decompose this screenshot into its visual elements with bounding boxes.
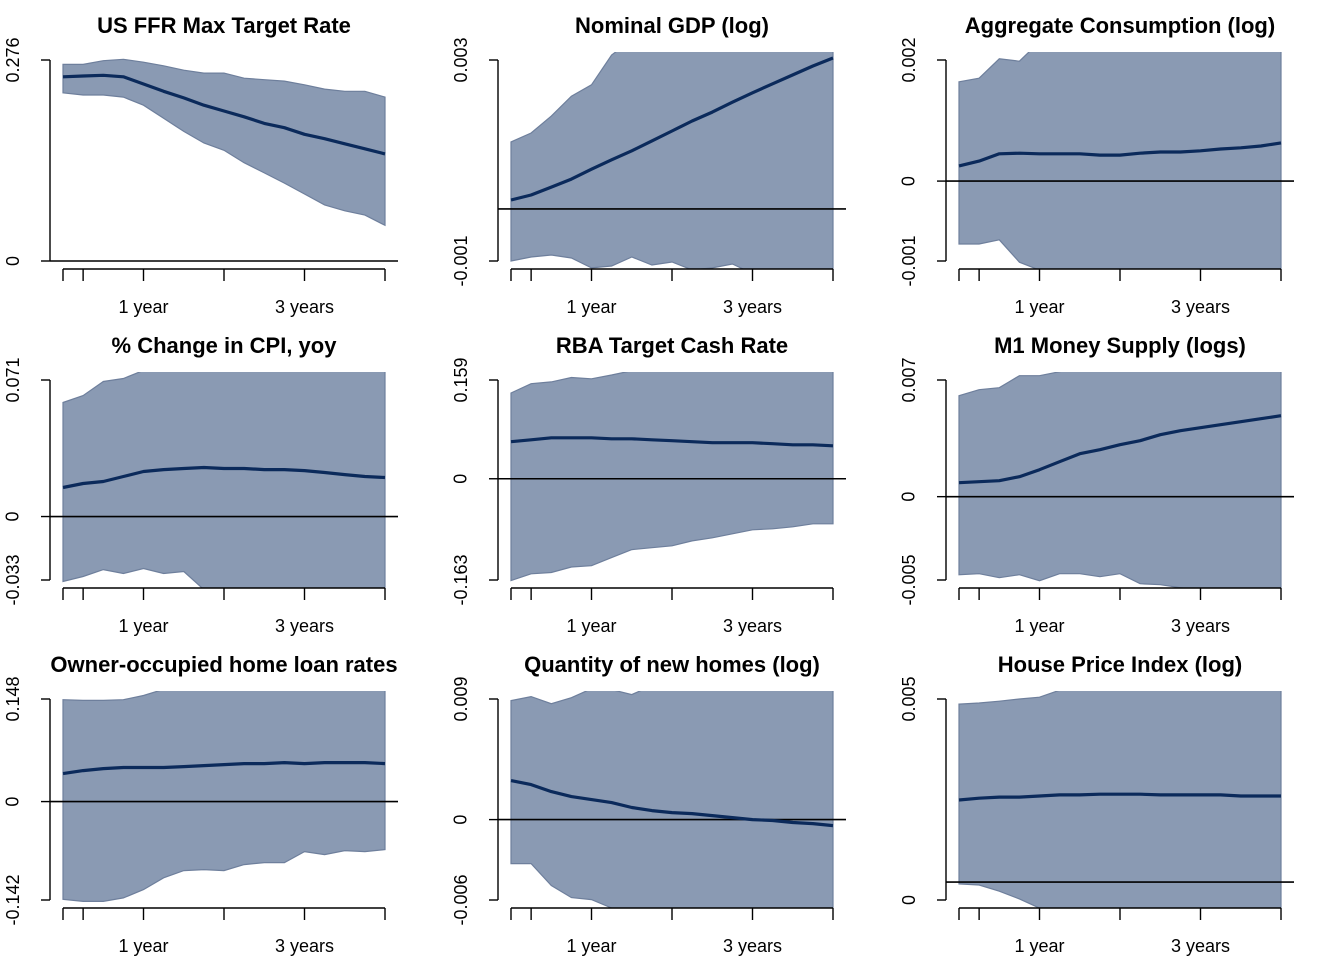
panel: US FFR Max Target Rate 0 0.276 1 year 3 year… (3, 13, 398, 317)
irf-line (958, 792, 1281, 802)
x-tick-label: 1 year (566, 936, 616, 956)
panel-title: Nominal GDP (log) (575, 13, 769, 38)
panel-title: Quantity of new homes (log) (524, 652, 820, 677)
irf-line (62, 761, 386, 776)
y-tick-label: -0.006 (451, 874, 471, 925)
confidence-band (958, 691, 1282, 908)
y-tick-label: -0.163 (451, 554, 471, 605)
confidence-band (958, 52, 1282, 269)
y-tick-label: 0.007 (899, 357, 919, 402)
y-tick-label: 0.005 (899, 676, 919, 721)
x-tick-label: 3 years (723, 936, 782, 956)
panel-title: Owner-occupied home loan rates (50, 652, 397, 677)
panel-title: RBA Target Cash Rate (556, 333, 788, 358)
panel-title: % Change in CPI, yoy (112, 333, 338, 358)
y-tick-label: 0.148 (3, 676, 23, 721)
irf-line (62, 73, 386, 156)
x-tick-label: 1 year (118, 297, 168, 317)
y-tick-label: -0.005 (899, 554, 919, 605)
y-tick-label: 0.276 (3, 37, 23, 82)
confidence-band (510, 372, 834, 582)
y-tick-label: 0 (451, 474, 471, 484)
confidence-band (510, 691, 834, 908)
y-tick-label: 0 (3, 256, 23, 266)
panel: Nominal GDP (log) -0.001 0.003 1 year 3 year… (451, 13, 846, 317)
x-tick-label: 1 year (118, 616, 168, 636)
y-tick-label: 0.159 (451, 357, 471, 402)
panel: RBA Target Cash Rate -0.163 0 0.159 1 year 3 … (451, 333, 846, 636)
confidence-band (958, 372, 1282, 588)
x-tick-label: 1 year (566, 297, 616, 317)
y-tick-label: 0 (451, 815, 471, 825)
y-tick-label: 0 (3, 512, 23, 522)
panel-title: US FFR Max Target Rate (97, 13, 351, 38)
y-tick-label: -0.142 (3, 874, 23, 925)
irf-line (510, 779, 834, 828)
y-tick-label: 0.071 (3, 357, 23, 402)
y-tick-label: 0 (899, 176, 919, 186)
x-tick-label: 3 years (1171, 297, 1230, 317)
irf-line (510, 56, 834, 202)
x-tick-label: 3 years (275, 936, 334, 956)
panel: Aggregate Consumption (log) -0.001 0 0.002 1… (899, 13, 1294, 317)
panel: Quantity of new homes (log) -0.006 0 0.009 1… (451, 652, 846, 956)
confidence-band (62, 58, 386, 227)
y-tick-label: 0 (3, 797, 23, 807)
x-tick-label: 3 years (1171, 616, 1230, 636)
irf-line (510, 436, 834, 448)
y-tick-label: 0 (899, 895, 919, 905)
irf-line (958, 141, 1282, 168)
panel: M1 Money Supply (logs) -0.005 0 0.007 1 year… (899, 333, 1294, 636)
panel-title: House Price Index (log) (998, 652, 1243, 677)
y-tick-label: 0 (899, 492, 919, 502)
confidence-band (510, 52, 834, 269)
x-tick-label: 1 year (566, 616, 616, 636)
panel: % Change in CPI, yoy -0.033 0 0.071 1 year 3 … (3, 333, 398, 636)
y-tick-label: 0.009 (451, 676, 471, 721)
irf-line (958, 414, 1282, 485)
y-tick-label: -0.001 (451, 235, 471, 286)
x-tick-label: 1 year (1014, 616, 1064, 636)
x-tick-label: 3 years (275, 297, 334, 317)
panel: Owner-occupied home loan rates -0.142 0 0.1… (3, 652, 398, 956)
x-tick-label: 1 year (1014, 297, 1064, 317)
x-tick-label: 3 years (275, 616, 334, 636)
x-tick-label: 3 years (1171, 936, 1230, 956)
y-tick-label: -0.033 (3, 554, 23, 605)
x-tick-label: 1 year (1014, 936, 1064, 956)
x-tick-label: 3 years (723, 616, 782, 636)
y-tick-label: 0.002 (899, 37, 919, 82)
y-tick-label: 0.003 (451, 37, 471, 82)
panel-title: M1 Money Supply (logs) (994, 333, 1246, 358)
x-tick-label: 3 years (723, 297, 782, 317)
x-tick-label: 1 year (118, 936, 168, 956)
panel-title: Aggregate Consumption (log) (965, 13, 1275, 38)
irf-line (62, 465, 386, 490)
panel: House Price Index (log) 0 0.005 1 year 3 yea… (899, 652, 1294, 956)
confidence-band (62, 691, 386, 902)
confidence-band (62, 372, 386, 588)
y-tick-label: -0.001 (899, 235, 919, 286)
